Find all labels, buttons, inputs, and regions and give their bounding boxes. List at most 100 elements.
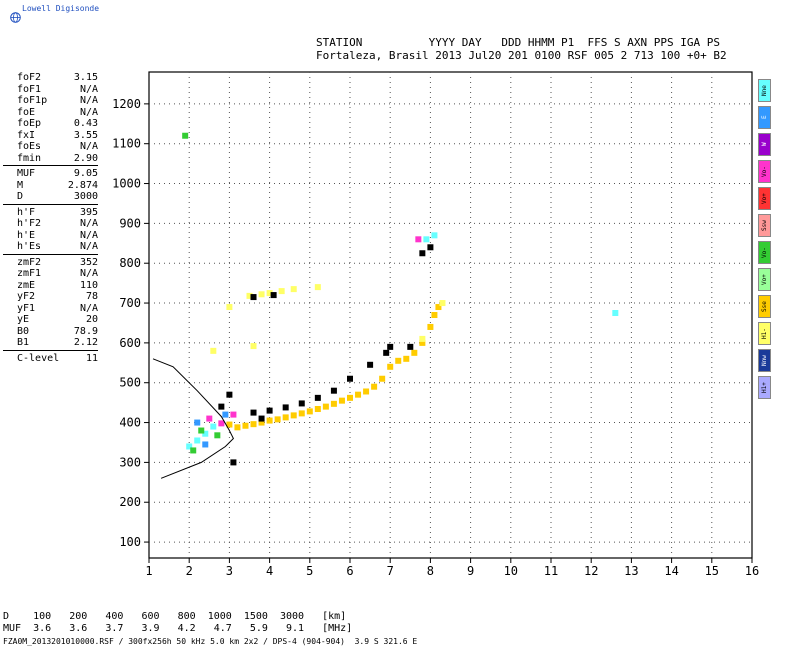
y-tick-label: 1200 — [112, 97, 141, 111]
data-point — [306, 408, 313, 415]
header-line-2: Fortaleza, Brasil 2013 Jul20 201 0100 RS… — [316, 49, 727, 62]
header-line-1: STATION YYYY DAY DDD HHMM P1 FFS S AXN P… — [316, 36, 720, 49]
param-key: h'F — [17, 206, 36, 218]
y-tick-label: 800 — [119, 256, 141, 270]
param-value: 2.874 — [67, 179, 98, 191]
data-point — [427, 244, 434, 251]
legend-item: Nnw — [758, 349, 771, 372]
data-point — [371, 383, 378, 390]
data-point — [431, 232, 438, 239]
data-point — [282, 404, 289, 411]
data-point — [383, 349, 390, 356]
param-key: C-level — [17, 352, 60, 364]
data-point — [186, 443, 193, 450]
data-point — [411, 349, 418, 356]
legend-item: H1+ — [758, 376, 771, 399]
data-point — [298, 400, 305, 407]
data-point — [282, 414, 289, 421]
x-tick-label: 16 — [745, 564, 759, 578]
param-value: N/A — [79, 141, 98, 152]
x-tick-label: 15 — [705, 564, 719, 578]
data-point — [210, 423, 217, 430]
data-point — [218, 403, 225, 410]
param-row: yF1 N/A — [3, 303, 98, 315]
param-key: fmin — [17, 152, 42, 164]
param-value: N/A — [79, 83, 98, 95]
param-row: fxI 3.55 — [3, 130, 98, 142]
param-key: foF1 — [17, 83, 42, 95]
data-point — [330, 400, 337, 407]
param-key: D — [17, 191, 24, 202]
legend-item: E — [758, 106, 771, 129]
param-key: yF2 — [17, 291, 36, 302]
param-separator — [3, 253, 98, 255]
data-point — [387, 343, 394, 350]
legend-item: Vo- — [758, 241, 771, 264]
param-key: foE — [17, 106, 36, 118]
data-point — [314, 284, 321, 291]
param-row: zmF1 N/A — [3, 268, 98, 280]
data-point — [194, 419, 201, 426]
param-row: zmE 110 — [3, 280, 98, 292]
y-tick-label: 300 — [119, 455, 141, 469]
data-point — [274, 416, 281, 423]
param-key: foF2 — [17, 72, 42, 83]
x-tick-label: 5 — [306, 564, 313, 578]
param-row: MUF 9.05 — [3, 168, 98, 180]
x-tick-label: 9 — [467, 564, 474, 578]
param-row: yE 20 — [3, 314, 98, 326]
param-separator — [3, 165, 98, 166]
param-key: zmF2 — [17, 256, 42, 268]
data-point — [338, 397, 345, 404]
param-key: yF1 — [17, 302, 36, 314]
param-value: 0.43 — [73, 118, 98, 129]
data-point — [218, 420, 225, 427]
y-tick-label: 200 — [119, 495, 141, 509]
data-point — [182, 132, 189, 139]
data-point — [246, 292, 253, 299]
data-point — [250, 421, 257, 428]
param-row: foF1 N/A — [3, 84, 98, 96]
data-point — [206, 415, 213, 422]
param-row: B0 78.9 — [3, 326, 98, 338]
data-point — [387, 363, 394, 370]
x-tick-label: 6 — [346, 564, 353, 578]
x-tick-label: 12 — [584, 564, 598, 578]
data-point — [198, 427, 205, 434]
file-info-line: FZA0M_2013201010000.RSF / 300fx256h 50 k… — [3, 637, 418, 646]
data-point — [367, 361, 374, 368]
param-key: h'F2 — [17, 218, 42, 229]
data-point — [347, 375, 353, 382]
muf-values-row: MUF 3.6 3.6 3.7 3.9 4.2 4.7 5.9 9.1 [MHz… — [3, 623, 353, 634]
data-point — [190, 447, 197, 454]
polarization-legend: Nne E W Vo- Vo+ Ssw Vo- Vo+ Sse H1- Nnw H1+ — [758, 79, 772, 403]
x-tick-label: 11 — [544, 564, 558, 578]
data-point — [226, 391, 233, 398]
param-key: h'E — [17, 229, 36, 241]
data-point — [419, 335, 426, 342]
param-key: h'Es — [17, 241, 42, 252]
param-separator — [3, 349, 98, 351]
param-value: N/A — [79, 302, 98, 314]
x-tick-label: 2 — [186, 564, 193, 578]
x-tick-label: 3 — [226, 564, 233, 578]
x-tick-label: 13 — [624, 564, 638, 578]
x-tick-label: 1 — [145, 564, 152, 578]
param-value: N/A — [79, 218, 98, 229]
data-point — [202, 441, 209, 448]
param-value: 78.9 — [73, 325, 98, 337]
data-point — [612, 310, 619, 317]
data-point — [270, 292, 277, 299]
legend-item: Sse — [758, 295, 771, 318]
data-point — [226, 421, 233, 428]
data-point — [250, 409, 257, 416]
param-value: 395 — [79, 206, 98, 218]
data-point — [439, 300, 446, 307]
param-value: 20 — [85, 314, 98, 325]
x-tick-label: 14 — [664, 564, 678, 578]
data-point — [202, 430, 209, 437]
param-value: N/A — [79, 95, 98, 106]
data-point — [431, 312, 438, 318]
data-point — [415, 236, 422, 243]
